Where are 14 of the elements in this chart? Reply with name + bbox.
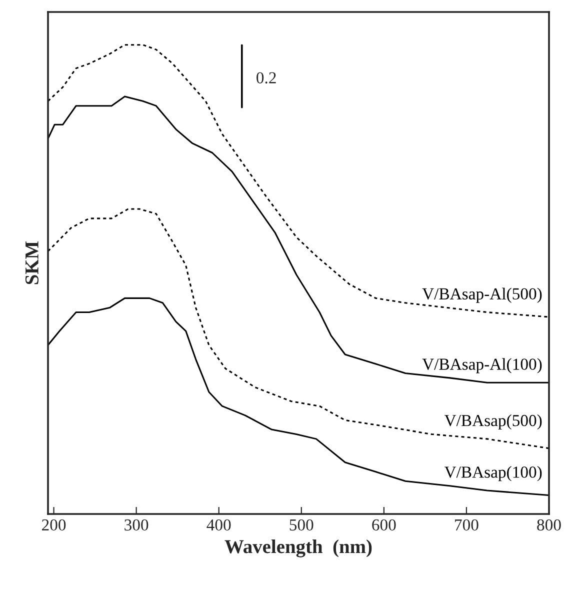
x-axis-title: Wavelength (nm) (224, 540, 372, 558)
series-label: V/BAsap-Al(500) (422, 288, 542, 303)
x-tick-label: 300 (124, 519, 148, 531)
series-label: V/BAsap-Al(100) (422, 358, 542, 374)
x-tick-label: 500 (290, 519, 314, 531)
x-tick-label: 700 (455, 519, 478, 531)
x-tick-label: 200 (42, 519, 66, 531)
x-tick-label: 600 (372, 519, 396, 531)
series-label: V/BAsap(500) (444, 414, 542, 430)
x-tick-label: 800 (537, 519, 561, 531)
y-axis-title: SKM (25, 241, 38, 284)
annotation: 0.2 (256, 72, 276, 84)
series-label: V/BAsap(100) (444, 466, 542, 482)
x-tick-label: 400 (206, 519, 231, 531)
